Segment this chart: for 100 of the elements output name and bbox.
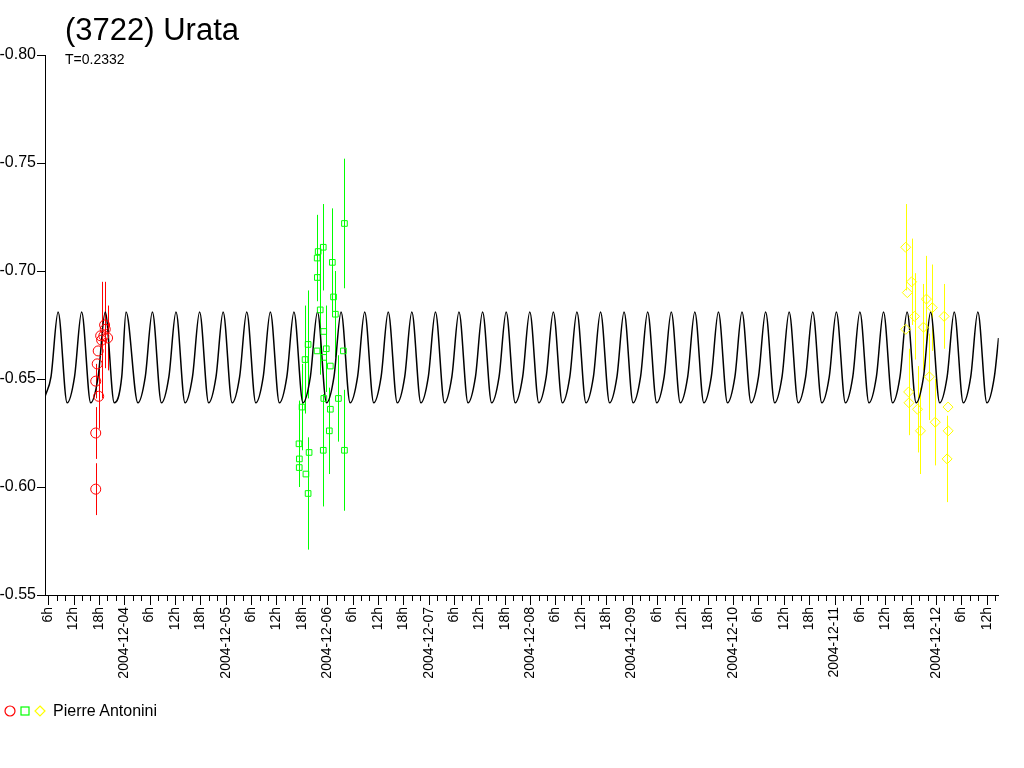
point <box>903 397 915 409</box>
x-tick-label: 2004-12-10 <box>723 606 740 679</box>
x-tick-label: 12h <box>267 607 284 631</box>
point <box>313 254 321 262</box>
point <box>298 403 306 411</box>
x-tick-label: 2004-12-04 <box>115 606 132 679</box>
x-tick-label: 6h <box>952 607 969 623</box>
x-tick-label: 2004-12-08 <box>520 606 537 679</box>
point <box>314 248 322 255</box>
x-tick-label: 18h <box>191 607 208 631</box>
point <box>319 446 327 454</box>
point <box>90 483 102 495</box>
point <box>305 449 313 456</box>
x-tick-label: 2004-12-06 <box>318 606 335 679</box>
legend-label: Pierre Antonini <box>53 702 158 720</box>
x-tick-label: 18h <box>394 607 411 631</box>
x-tick-label: 12h <box>64 607 81 631</box>
point <box>102 332 114 344</box>
point <box>99 319 111 331</box>
x-tick-label: 6h <box>140 607 157 623</box>
point <box>296 455 303 463</box>
y-tick-label: -0.60 <box>0 477 37 495</box>
x-tick-label: 18h <box>698 607 715 631</box>
x-tick-label: 6h <box>444 607 461 623</box>
point <box>314 274 321 281</box>
x-tick-label: 6h <box>241 607 258 623</box>
point <box>941 453 953 465</box>
point <box>341 446 348 454</box>
y-tick-label: -0.80 <box>0 45 37 63</box>
point <box>942 401 954 413</box>
chart-subtitle: T=0.2332 <box>65 51 125 67</box>
x-tick-label: 6h <box>546 607 563 623</box>
y-tick-label: -0.65 <box>0 369 37 387</box>
point <box>320 395 328 402</box>
point <box>906 276 918 288</box>
point <box>302 470 310 478</box>
point <box>96 334 108 346</box>
point <box>316 306 324 314</box>
x-tick-label: 18h <box>89 607 106 631</box>
x-tick-label: 6h <box>749 607 766 623</box>
point <box>99 323 111 335</box>
point <box>304 490 312 497</box>
point <box>93 390 105 402</box>
x-tick-label: 18h <box>292 607 309 631</box>
point <box>938 310 950 322</box>
point <box>903 386 915 398</box>
point <box>926 302 938 314</box>
point <box>923 371 935 383</box>
point <box>901 287 913 299</box>
point <box>914 425 926 437</box>
x-tick-label: 2004-12-07 <box>419 606 436 679</box>
x-tick-label: 12h <box>774 607 791 631</box>
point <box>335 395 342 402</box>
point <box>91 358 103 370</box>
x-tick-label: 2004-12-09 <box>622 606 639 679</box>
point <box>325 427 333 435</box>
y-tick-label: -0.70 <box>0 261 37 279</box>
point <box>322 345 330 353</box>
x-tick-label: 18h <box>597 607 614 631</box>
point <box>320 328 328 335</box>
x-tick-label: 6h <box>39 607 56 623</box>
x-tick-label: 2004-12-12 <box>926 606 943 679</box>
point <box>90 427 102 439</box>
x-tick-label: 12h <box>368 607 385 631</box>
point <box>313 347 321 355</box>
point <box>301 356 309 363</box>
point <box>909 310 921 322</box>
x-tick-label: 12h <box>876 607 893 631</box>
point <box>341 220 348 227</box>
x-tick-label: 12h <box>571 607 588 631</box>
point <box>332 310 339 318</box>
point <box>942 425 954 437</box>
point <box>327 405 334 413</box>
y-tick-label: -0.55 <box>0 585 37 603</box>
x-tick-label: 6h <box>850 607 867 623</box>
x-tick-label: 6h <box>647 607 664 623</box>
chart-title: (3722) Urata <box>65 12 240 48</box>
x-tick-label: 12h <box>165 607 182 631</box>
x-tick-label: 18h <box>901 607 918 631</box>
x-tick-label: 12h <box>470 607 487 631</box>
point <box>917 321 929 333</box>
x-tick-label: 18h <box>800 607 817 631</box>
point <box>329 259 336 266</box>
point <box>900 323 912 335</box>
x-tick-label: 2004-12-05 <box>216 606 233 679</box>
x-tick-label: 12h <box>673 607 690 631</box>
point <box>929 416 941 428</box>
point <box>295 464 303 471</box>
point <box>920 293 932 305</box>
y-tick-label: -0.75 <box>0 153 37 171</box>
x-tick-label: 18h <box>495 607 512 631</box>
point <box>340 347 347 355</box>
point <box>330 293 337 301</box>
point <box>295 440 303 448</box>
point <box>319 243 327 251</box>
x-tick-label: 6h <box>343 607 360 623</box>
x-tick-label: 2004-12-11 <box>825 606 842 678</box>
point <box>90 375 102 387</box>
point <box>912 403 924 415</box>
point <box>92 345 104 357</box>
